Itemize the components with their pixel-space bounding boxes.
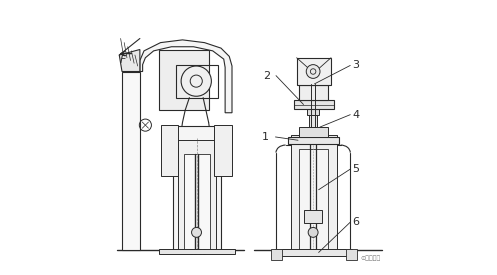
Text: 1: 1 (262, 132, 269, 142)
Text: 6: 6 (352, 217, 359, 227)
Bar (299, 148, 328, 250)
Bar (310, 250, 312, 256)
Bar (270, 249, 281, 260)
Bar (309, 115, 317, 127)
Bar (318, 250, 320, 256)
Text: 5: 5 (352, 164, 359, 174)
Bar (297, 58, 331, 85)
Bar (190, 249, 192, 254)
Bar (346, 249, 357, 260)
Text: ⊙一夺具侠: ⊙一夺具侠 (361, 256, 381, 261)
Bar (199, 249, 201, 254)
Bar (122, 72, 140, 250)
Bar (288, 137, 339, 144)
Bar (304, 210, 322, 223)
Bar (159, 50, 209, 110)
Text: F: F (119, 55, 126, 65)
Bar (194, 249, 196, 254)
Bar (291, 135, 336, 250)
Bar (294, 100, 334, 109)
Bar (307, 109, 319, 115)
Polygon shape (140, 40, 232, 113)
Circle shape (308, 227, 318, 237)
Text: 4: 4 (352, 110, 359, 120)
Bar (184, 154, 210, 250)
Bar (159, 249, 235, 254)
Bar (299, 85, 328, 100)
Circle shape (191, 227, 201, 237)
Circle shape (181, 66, 211, 96)
Bar (173, 126, 221, 250)
Bar (175, 65, 218, 98)
Bar (275, 249, 351, 256)
Polygon shape (119, 50, 140, 72)
Bar (214, 125, 232, 176)
Circle shape (306, 65, 320, 78)
Bar (178, 140, 216, 250)
Bar (299, 127, 328, 137)
Bar (203, 249, 205, 254)
Text: 2: 2 (263, 71, 270, 81)
Bar (306, 250, 308, 256)
Text: 3: 3 (352, 60, 359, 70)
Bar (314, 250, 317, 256)
Bar (161, 125, 178, 176)
